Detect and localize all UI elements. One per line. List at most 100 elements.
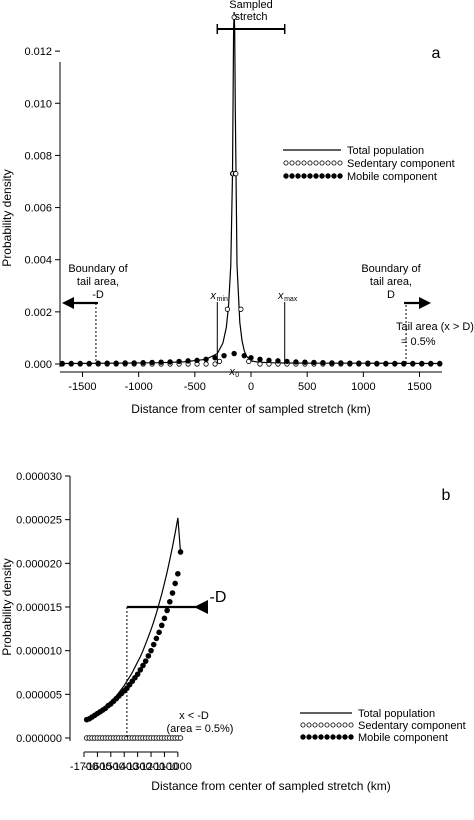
legend-swatch-sedentary <box>312 722 318 728</box>
panel-a-y-tick-label: 0.012 <box>24 46 52 58</box>
right-boundary-label: tail area, <box>370 276 412 288</box>
panel-b-y-tick-label: 0.000000 <box>16 733 62 745</box>
legend-swatch-mobile <box>283 173 289 179</box>
legend-swatch-mobile <box>289 173 295 179</box>
panel-b-mobile-point <box>172 580 178 587</box>
panel-a-x-tick-label: 500 <box>298 381 316 393</box>
panel-a-x-tick-label: 1500 <box>407 381 431 393</box>
legend-swatch-sedentary <box>348 722 354 728</box>
legend-swatch-mobile <box>348 734 354 740</box>
panel-a-mobile-point <box>122 360 128 366</box>
panel-a-mobile-point <box>86 360 92 367</box>
left-boundary-label: -D <box>92 289 104 301</box>
panel-a-mobile-point <box>320 359 326 366</box>
panel-a-mobile-point <box>131 360 137 366</box>
left-boundary-label: Boundary of <box>68 263 128 275</box>
panel-a-mobile-point <box>194 357 200 364</box>
panel-b-mobile-point <box>142 658 149 664</box>
panel-a-mobile-point <box>266 357 272 364</box>
legend-swatch-mobile <box>325 173 331 179</box>
neg-d-label: -D <box>210 589 227 606</box>
legend-swatch-sedentary <box>331 160 337 166</box>
panel-a: 0.000 0.002 0.004 0.006 0.008 0.010 0.012 -1500… <box>0 0 474 416</box>
left-boundary-arrowhead <box>62 297 74 309</box>
panel-a-y-tick-label: 0.004 <box>24 255 52 267</box>
legend-swatch-mobile <box>331 173 337 179</box>
panel-a-mobile-point <box>383 360 389 367</box>
panel-a-mobile-point <box>77 360 83 367</box>
panel-a-mobile-point <box>302 359 308 365</box>
panel-a-mobile-point <box>248 355 254 361</box>
panel-b-mobile-point <box>145 653 152 659</box>
panel-a-mobile-point <box>158 359 164 365</box>
panel-a-mobile-point <box>185 358 191 364</box>
panel-b-y-tick-label: 0.000030 <box>16 471 62 483</box>
panel-a-y-axis-label: Probability density <box>0 169 14 266</box>
xmax-label: x <box>277 290 284 302</box>
panel-b-mobile-point <box>175 571 181 577</box>
right-boundary-label: Boundary of <box>361 263 421 275</box>
panel-b-x-tick-label: -1200 <box>137 761 165 773</box>
panel-b-mobile-point <box>153 635 160 642</box>
panel-a-sedentary-point <box>212 361 218 367</box>
panel-a-mobile-point <box>140 359 146 366</box>
neg-d-arrowhead <box>194 600 208 614</box>
legend-swatch-sedentary <box>342 722 348 728</box>
xmax-subscript: max <box>284 296 298 303</box>
panel-b-mobile-point <box>167 598 173 605</box>
panel-b-x-tick-label: -1500 <box>97 761 125 773</box>
panel-b-mobile-point <box>156 629 162 636</box>
xmin-label: x <box>210 290 217 302</box>
panel-b-mobile-point <box>177 549 184 555</box>
legend-swatch-sedentary <box>307 160 313 166</box>
legend-swatch-sedentary <box>300 722 306 728</box>
legend-swatch-mobile <box>301 173 307 179</box>
panel-a-mobile-point <box>176 358 182 365</box>
tail-area-label: = 0.5% <box>401 336 436 348</box>
panel-a-mobile-point <box>374 360 380 367</box>
panel-a-mobile-point <box>203 356 209 363</box>
legend-swatch-mobile <box>330 734 336 740</box>
tail-note-label: (area = 0.5%) <box>167 723 234 735</box>
panel-a-x-tick-label: -500 <box>184 381 206 393</box>
legend-swatch-sedentary <box>336 722 342 728</box>
sampled-stretch-label: stretch <box>234 11 267 23</box>
panel-a-mobile-point <box>275 358 281 364</box>
panel-a-y-tick-label: 0.006 <box>24 203 52 215</box>
panel-b-mobile-point <box>164 607 170 614</box>
panel-a-mobile-point <box>167 359 173 365</box>
panel-a-mobile-point <box>113 360 119 366</box>
legend-swatch-mobile <box>307 173 313 179</box>
panel-a-sedentary-point <box>203 361 209 367</box>
panel-a-mobile-point <box>311 359 317 366</box>
panel-a-mobile-point <box>68 360 74 367</box>
panel-b-mobile-point <box>148 647 154 654</box>
panel-b-label: b <box>442 487 451 504</box>
panel-a-mobile-point <box>428 360 434 367</box>
legend-label: Total population <box>347 145 424 157</box>
panel-a-mobile-point <box>212 355 218 361</box>
panel-a-y-tick-label: 0.002 <box>24 307 52 319</box>
tail-area-label: Tail area (x > D) <box>396 321 474 333</box>
panel-b-y-tick-label: 0.000005 <box>16 689 62 701</box>
right-boundary-arrowhead <box>419 297 431 309</box>
panel-a-y-tick-label: 0.000 <box>24 359 52 371</box>
panel-b-mobile-point <box>158 622 165 629</box>
legend-swatch-mobile <box>342 734 348 740</box>
legend-label: Sedentary component <box>358 720 466 732</box>
panel-a-x-tick-label: 0 <box>248 381 254 393</box>
panel-a-sedentary-point <box>233 171 239 177</box>
panel-a-mobile-point <box>365 360 371 366</box>
panel-a-sedentary-point <box>224 306 231 312</box>
panel-b-x-tick-label: -1700 <box>70 761 98 773</box>
legend-swatch-sedentary <box>319 160 325 166</box>
panel-a-mobile-point <box>149 359 155 366</box>
legend-label: Total population <box>358 708 435 720</box>
panel-b-x-tick-label: -1600 <box>83 761 111 773</box>
legend-swatch-mobile <box>295 173 301 179</box>
xmin-subscript: min <box>217 296 228 303</box>
legend-swatch-sedentary <box>325 160 331 166</box>
panel-a-mobile-point <box>95 360 101 366</box>
legend-swatch-sedentary <box>306 722 312 728</box>
